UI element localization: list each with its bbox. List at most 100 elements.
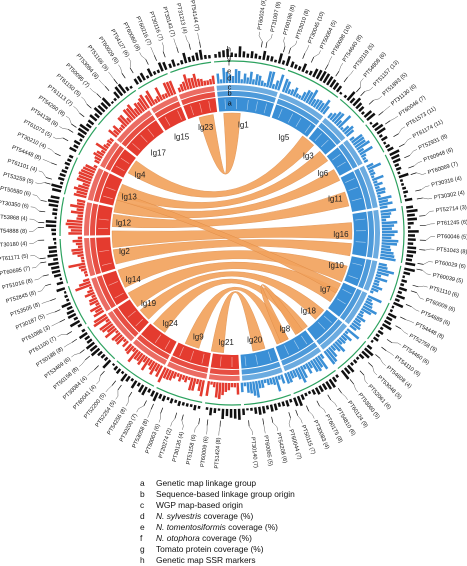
tomato-coverage-bar bbox=[168, 63, 172, 68]
coverage-bar bbox=[382, 227, 392, 230]
otophora-line-lg8 bbox=[294, 370, 336, 393]
ssr-marker-tick bbox=[114, 79, 118, 84]
ssr-marker-connector bbox=[314, 50, 321, 57]
ssr-marker-connector bbox=[298, 416, 303, 424]
legend-text: coverage (%) bbox=[200, 533, 252, 543]
ssr-marker-label: PT54448 (8) bbox=[11, 145, 42, 162]
ssr-marker-tick bbox=[177, 47, 179, 53]
ssr-marker-label: PT30350 (6) bbox=[0, 200, 29, 210]
ssr-marker-tick bbox=[303, 53, 305, 59]
ssr-marker-tick bbox=[266, 42, 267, 48]
tomato-coverage-bar bbox=[52, 212, 57, 215]
tomato-coverage-bar bbox=[204, 55, 207, 59]
tomato-coverage-bar bbox=[67, 306, 73, 311]
coverage-bar bbox=[382, 230, 398, 233]
ssr-marker-connector bbox=[365, 87, 373, 92]
coverage-bar bbox=[232, 76, 234, 83]
coverage-bar bbox=[196, 379, 199, 384]
tomato-coverage-bar bbox=[289, 399, 292, 403]
tomato-coverage-bar bbox=[369, 122, 372, 125]
tomato-coverage-bar bbox=[282, 60, 286, 65]
tomato-coverage-bar bbox=[52, 233, 56, 236]
otophora-line-lg21 bbox=[205, 403, 241, 405]
tomato-coverage-bar bbox=[53, 258, 58, 261]
ssr-marker-connector bbox=[249, 426, 252, 435]
ssr-marker-tick bbox=[400, 317, 405, 320]
wgp-origin-arc-lg21 bbox=[209, 374, 240, 381]
ssr-marker-connector bbox=[289, 418, 291, 428]
ssr-marker-connector bbox=[401, 329, 408, 335]
ssr-marker-tick bbox=[199, 418, 200, 424]
ssr-marker-label: PT60044 (7) bbox=[287, 429, 302, 461]
tomato-coverage-bar bbox=[281, 401, 285, 406]
coverage-bar bbox=[243, 73, 246, 83]
ssr-marker-connector bbox=[79, 360, 85, 367]
ssr-marker-tick bbox=[350, 379, 354, 384]
legend-key: b bbox=[140, 489, 156, 500]
tomato-coverage-bar bbox=[373, 336, 379, 341]
coverage-bar bbox=[206, 80, 209, 85]
tomato-coverage-bar bbox=[177, 63, 180, 66]
ssr-marker-tick bbox=[67, 331, 72, 334]
ssr-marker-label: PT30083 (4) bbox=[312, 419, 330, 450]
ssr-marker-connector bbox=[53, 137, 63, 139]
tomato-coverage-bar bbox=[250, 51, 253, 58]
ssr-marker-connector bbox=[425, 249, 434, 250]
tomato-coverage-bar bbox=[399, 287, 407, 292]
tomato-coverage-bar bbox=[380, 327, 384, 331]
ssr-marker-connector bbox=[29, 219, 38, 222]
ssr-marker-tick bbox=[189, 44, 190, 50]
tomato-coverage-bar bbox=[190, 404, 193, 407]
linkage-group-label: lg20 bbox=[247, 336, 263, 345]
tomato-coverage-bar bbox=[403, 271, 410, 275]
tomato-coverage-bar bbox=[361, 111, 365, 115]
tomato-coverage-bar bbox=[401, 183, 404, 186]
ssr-marker-label: PT50063 (6) bbox=[145, 423, 162, 454]
coverage-bar bbox=[221, 383, 224, 396]
ssr-marker-tick bbox=[379, 112, 384, 116]
tomato-coverage-bar bbox=[137, 382, 141, 387]
linkage-group-label: lg21 bbox=[219, 338, 235, 347]
ssr-marker-connector bbox=[426, 224, 435, 226]
ssr-marker-label: PT51110 (6) bbox=[429, 285, 460, 299]
coverage-bar bbox=[382, 221, 398, 224]
coverage-bar bbox=[241, 383, 244, 393]
ssr-marker-tick bbox=[130, 68, 133, 73]
tomato-coverage-bar bbox=[262, 51, 266, 60]
tomato-coverage-bar bbox=[226, 409, 229, 416]
tomato-coverage-bar bbox=[158, 394, 162, 399]
ssr-marker-tick bbox=[40, 262, 46, 263]
tomato-coverage-bar bbox=[402, 275, 405, 278]
linkage-group-arc-lg21 bbox=[211, 353, 239, 369]
linkage-group-label: lg17 bbox=[151, 149, 167, 158]
ssr-marker-tick bbox=[417, 269, 423, 270]
tomato-coverage-bar bbox=[404, 195, 407, 198]
tomato-coverage-bar bbox=[218, 52, 221, 58]
ssr-marker-connector bbox=[151, 47, 155, 55]
coverage-bar bbox=[382, 234, 395, 237]
ssr-marker-tick bbox=[283, 46, 285, 52]
tomato-coverage-bar bbox=[170, 398, 174, 404]
tomato-coverage-bar bbox=[180, 60, 184, 65]
tomato-coverage-bar bbox=[343, 95, 347, 99]
sequence-origin-arc-lg21 bbox=[210, 368, 240, 375]
linkage-group-label: lg5 bbox=[279, 133, 290, 142]
coverage-bar bbox=[382, 242, 398, 246]
coverage-bar bbox=[77, 254, 83, 257]
tomato-coverage-bar bbox=[111, 101, 114, 104]
tomato-coverage-bar bbox=[182, 53, 187, 64]
ssr-marker-tick bbox=[361, 91, 365, 95]
tomato-coverage-bar bbox=[58, 177, 65, 181]
tomato-coverage-bar bbox=[52, 188, 61, 193]
ssr-marker-connector bbox=[422, 270, 430, 274]
tomato-coverage-bar bbox=[378, 330, 384, 335]
coverage-bar bbox=[68, 232, 82, 235]
coverage-bar bbox=[381, 219, 386, 222]
tomato-coverage-bar bbox=[395, 298, 400, 302]
tomato-coverage-bar bbox=[65, 166, 69, 170]
tomato-coverage-bar bbox=[209, 408, 212, 416]
tomato-coverage-bar bbox=[266, 405, 269, 409]
tomato-coverage-bar bbox=[250, 408, 253, 411]
ssr-marker-connector bbox=[42, 301, 51, 304]
ssr-marker-connector bbox=[305, 45, 309, 53]
